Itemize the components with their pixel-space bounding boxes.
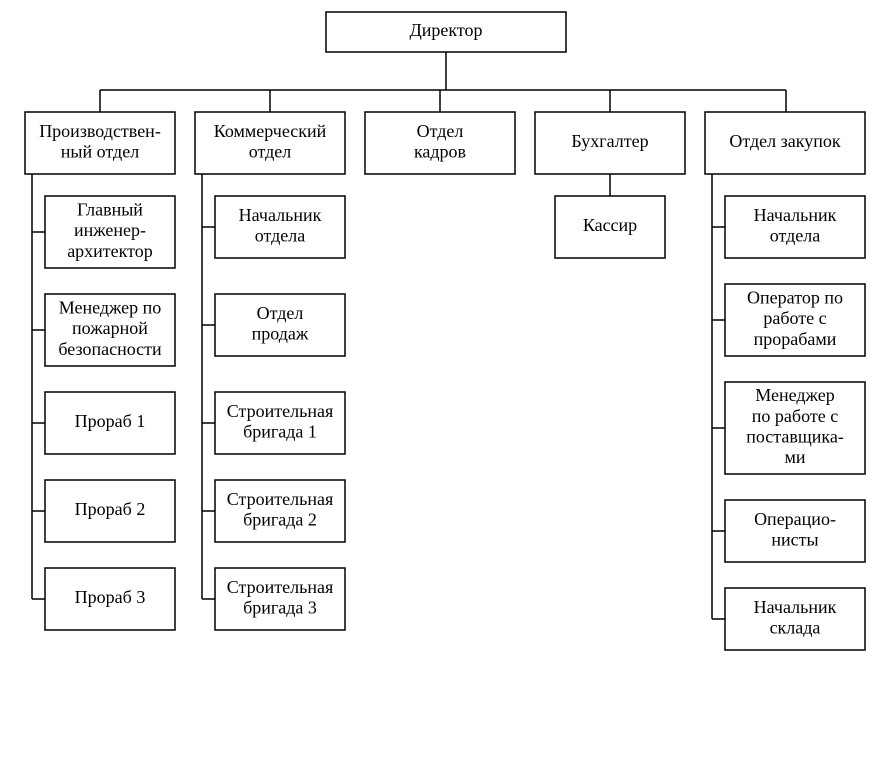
proc-c3-label: поставщика- <box>746 426 844 446</box>
com-c1: Начальникотдела <box>215 196 345 258</box>
dept-prod-label: Производствен- <box>39 121 161 141</box>
prod-c2: Менеджер попожарнойбезопасности <box>45 294 175 366</box>
prod-c1: Главныйинженер-архитектор <box>45 196 175 268</box>
com-c5-label: бригада 3 <box>243 597 317 617</box>
proc-c3-label: Менеджер <box>755 385 835 405</box>
com-c5-label: Строительная <box>227 577 333 597</box>
proc-c3: Менеджерпо работе споставщика-ми <box>725 382 865 474</box>
prod-c5: Прораб 3 <box>45 568 175 630</box>
prod-c1-label: Главный <box>77 199 143 219</box>
prod-c1-label: инженер- <box>74 220 146 240</box>
prod-c5-label: Прораб 3 <box>75 587 146 607</box>
proc-c1: Начальникотдела <box>725 196 865 258</box>
proc-c3-label: ми <box>784 447 805 467</box>
com-c4-label: бригада 2 <box>243 509 317 529</box>
prod-c3-label: Прораб 1 <box>75 411 146 431</box>
org-chart: Директор Производствен-ный отдел Главныйин… <box>0 0 880 773</box>
proc-c3-label: по работе с <box>752 406 838 426</box>
prod-c2-label: безопасности <box>58 339 162 359</box>
proc-c5: Начальниксклада <box>725 588 865 650</box>
prod-c3: Прораб 1 <box>45 392 175 454</box>
acc-c1: Кассир <box>555 196 665 258</box>
com-c2-label: Отдел <box>257 303 304 323</box>
dept-commerce: Коммерческийотдел <box>195 112 345 174</box>
dept-prod-label: ный отдел <box>61 141 139 161</box>
dept-hr-label: Отдел <box>417 121 464 141</box>
com-c3: Строительнаябригада 1 <box>215 392 345 454</box>
proc-c5-label: Начальник <box>754 597 837 617</box>
proc-c2-label: Оператор по <box>747 287 843 307</box>
prod-c2-label: пожарной <box>72 318 148 338</box>
proc-c4-label: нисты <box>771 529 818 549</box>
dept-procurement: Отдел закупок <box>705 112 865 174</box>
dept-hr: Отделкадров <box>365 112 515 174</box>
com-c4: Строительнаябригада 2 <box>215 480 345 542</box>
com-c4-label: Строительная <box>227 489 333 509</box>
dept-accountant-label: Бухгалтер <box>571 131 648 151</box>
com-c3-label: Строительная <box>227 401 333 421</box>
com-c1-label: отдела <box>255 225 306 245</box>
dept-prod: Производствен-ный отдел <box>25 112 175 174</box>
proc-c4-label: Операцио- <box>754 509 836 529</box>
com-c2: Отделпродаж <box>215 294 345 356</box>
dept-hr-label: кадров <box>414 141 466 161</box>
dept-accountant: Бухгалтер <box>535 112 685 174</box>
prod-c4-label: Прораб 2 <box>75 499 146 519</box>
com-c1-label: Начальник <box>239 205 322 225</box>
proc-c2: Оператор поработе спрорабами <box>725 284 865 356</box>
root-director-label: Директор <box>409 20 482 40</box>
dept-commerce-label: Коммерческий <box>214 121 327 141</box>
prod-c4: Прораб 2 <box>45 480 175 542</box>
dept-commerce-label: отдел <box>249 141 292 161</box>
dept-procurement-label: Отдел закупок <box>729 131 840 151</box>
proc-c2-label: работе с <box>763 308 826 328</box>
proc-c1-label: отдела <box>770 225 821 245</box>
proc-c1-label: Начальник <box>754 205 837 225</box>
root-director: Директор <box>326 12 566 52</box>
prod-c2-label: Менеджер по <box>59 297 162 317</box>
proc-c2-label: прорабами <box>754 329 837 349</box>
acc-c1-label: Кассир <box>583 215 637 235</box>
com-c3-label: бригада 1 <box>243 421 317 441</box>
com-c5: Строительнаябригада 3 <box>215 568 345 630</box>
com-c2-label: продаж <box>252 323 309 343</box>
proc-c4: Операцио-нисты <box>725 500 865 562</box>
prod-c1-label: архитектор <box>67 241 153 261</box>
proc-c5-label: склада <box>770 617 821 637</box>
